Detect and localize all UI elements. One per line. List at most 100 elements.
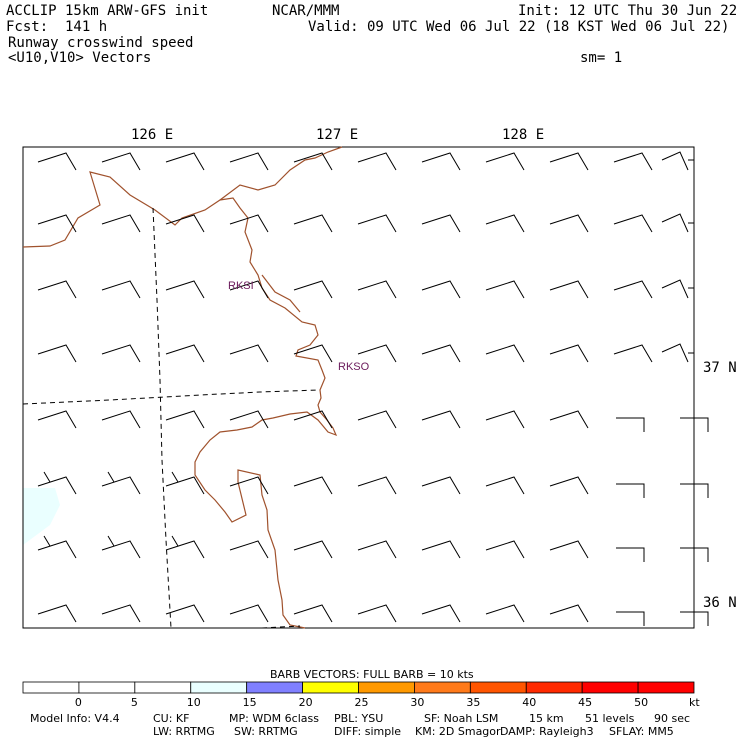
- boundaries: [22, 207, 319, 629]
- wind-barb: [165, 410, 205, 429]
- wind-barb: [549, 540, 589, 559]
- footer-sflay: SFLAY: MM5: [609, 725, 674, 738]
- colorbar-tick-label: 25: [354, 696, 369, 709]
- colorbar-cell: [78, 681, 136, 694]
- valid-time: Valid: 09 UTC Wed 06 Jul 22 (18 KST Wed …: [308, 19, 730, 35]
- model-title: ACCLIP 15km ARW-GFS init: [6, 3, 209, 19]
- wind-barb: [37, 535, 77, 559]
- wind-barb: [165, 280, 205, 299]
- colorbar-cell: [581, 681, 639, 694]
- wind-barb: [616, 417, 645, 432]
- wind-barb: [293, 280, 333, 299]
- wind-barb: [101, 214, 141, 233]
- wind-barb: [616, 547, 645, 562]
- colorbar-cell: [190, 681, 248, 694]
- wind-barb: [229, 410, 269, 429]
- wind-barb: [101, 344, 141, 363]
- footer-kmopt: KM: 2D Smagor: [415, 725, 501, 738]
- colorbar-tick-label: 0: [74, 696, 82, 709]
- colorbar-tick-label: 35: [466, 696, 481, 709]
- wind-barb: [421, 344, 461, 363]
- wind-barb: [101, 604, 141, 623]
- colorbar-tick-label: 20: [298, 696, 313, 709]
- wind-barb: [549, 152, 589, 171]
- wind-barb: [680, 547, 709, 562]
- center-label: NCAR/MMM: [272, 3, 340, 19]
- wind-barb: [293, 476, 333, 495]
- station-rksi: RKSI: [228, 280, 254, 292]
- wind-barb: [421, 214, 461, 233]
- wind-barbs: [37, 151, 709, 626]
- wind-barb: [680, 483, 709, 498]
- colorbar-cell: [134, 681, 192, 694]
- wind-barb: [357, 476, 397, 495]
- wind-barb: [485, 540, 525, 559]
- wind-barb: [549, 344, 589, 363]
- wind-barb: [680, 611, 709, 626]
- colorbar-cell: [414, 681, 471, 694]
- lon-label-126: 126 E: [131, 127, 174, 143]
- wind-barb: [165, 344, 205, 363]
- wind-barb: [485, 152, 525, 171]
- wind-barb: [421, 604, 461, 623]
- wind-barb: [549, 280, 589, 299]
- wind-barb: [616, 611, 645, 626]
- wind-barb: [661, 343, 689, 363]
- colorbar-cell: [302, 681, 359, 694]
- footer-damp: DAMP: Rayleigh3: [500, 725, 594, 738]
- wind-barb: [421, 152, 461, 171]
- smoothing-label: sm= 1: [580, 50, 623, 66]
- wind-barb: [485, 604, 525, 623]
- colorbar-unit: kt: [689, 696, 700, 709]
- wind-barb: [549, 604, 589, 623]
- wind-barb: [293, 344, 333, 363]
- colorbar-tick-label: 40: [522, 696, 537, 709]
- map-frame: [22, 146, 695, 629]
- wind-barb: [229, 152, 269, 171]
- wind-barb: [613, 344, 653, 363]
- colorbar-tick-label: 30: [410, 696, 425, 709]
- wind-barb: [229, 540, 269, 559]
- wind-barb: [357, 604, 397, 623]
- colorbar-cell: [22, 681, 80, 694]
- wind-barb: [661, 151, 689, 171]
- wind-barb: [357, 214, 397, 233]
- wind-barb: [357, 410, 397, 429]
- wind-barb: [421, 410, 461, 429]
- wind-barb: [421, 540, 461, 559]
- wind-barb: [101, 410, 141, 429]
- wind-barb: [101, 152, 141, 171]
- wind-barb: [293, 540, 333, 559]
- lat-label-37: 37 N: [703, 360, 737, 376]
- wind-barb: [101, 535, 141, 559]
- colorbar-tick-label: 45: [578, 696, 593, 709]
- colorbar-title: BARB VECTORS: FULL BARB = 10 kts: [270, 668, 474, 681]
- wind-barb: [421, 476, 461, 495]
- colorbar-cell: [246, 681, 303, 694]
- wind-barb: [485, 410, 525, 429]
- footer-diff: DIFF: simple: [334, 725, 402, 738]
- wind-barb: [357, 280, 397, 299]
- footer-km: 15 km: [529, 712, 564, 725]
- lat-label-36: 36 N: [703, 595, 737, 611]
- colorbar-cell: [358, 681, 415, 694]
- colorbar-cell: [469, 681, 527, 694]
- wind-barb: [37, 604, 77, 623]
- wind-barb: [229, 344, 269, 363]
- footer-cu: CU: KF: [153, 712, 190, 725]
- lon-label-128: 128 E: [502, 127, 545, 143]
- wind-barb: [421, 280, 461, 299]
- wind-barb: [165, 471, 205, 495]
- footer-sw: SW: RRTMG: [234, 725, 298, 738]
- wind-barb: [229, 214, 269, 233]
- wind-barb: [165, 604, 205, 623]
- wind-barb: [293, 214, 333, 233]
- wind-barb: [37, 152, 77, 171]
- footer-sf: SF: Noah LSM: [424, 712, 499, 725]
- vector-field-name: <U10,V10> Vectors: [8, 50, 152, 66]
- wind-barb: [165, 152, 205, 171]
- colorbar-cell: [637, 681, 695, 694]
- wind-barb: [549, 410, 589, 429]
- coastline: [22, 146, 343, 629]
- init-time: Init: 12 UTC Thu 30 Jun 22: [518, 3, 738, 19]
